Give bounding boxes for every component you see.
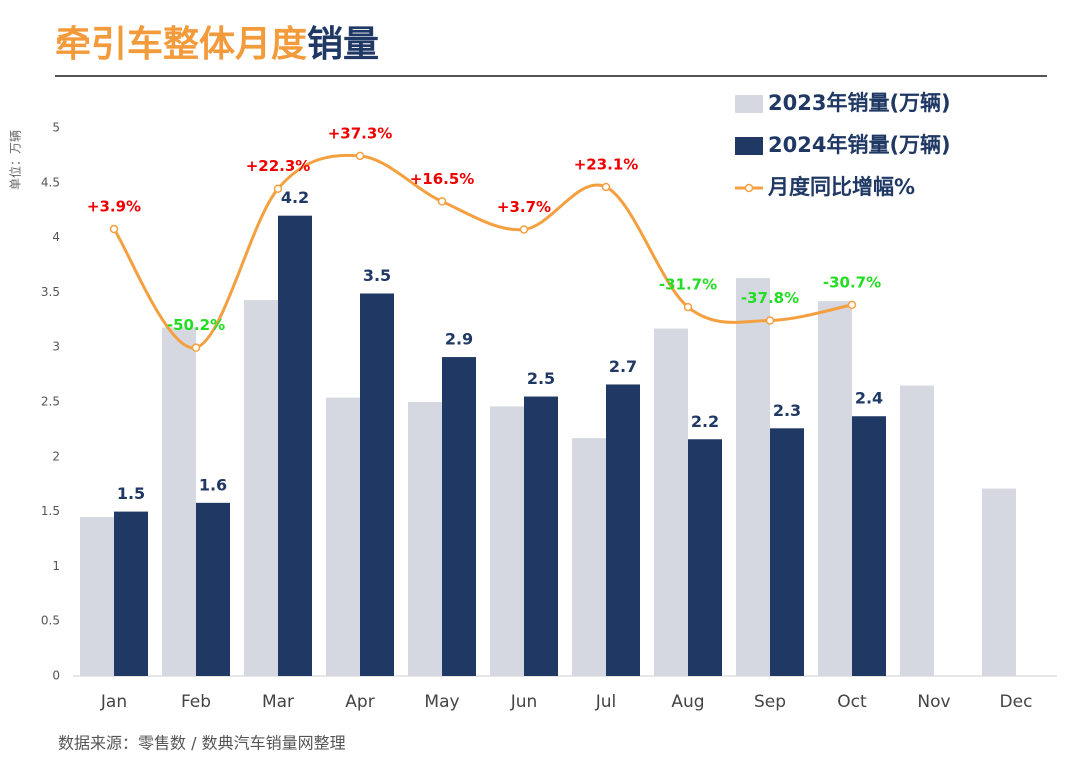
bar xyxy=(606,384,640,676)
x-tick-label: Feb xyxy=(181,692,211,712)
line-point xyxy=(765,316,775,325)
point-label: -37.8% xyxy=(741,289,799,307)
bar xyxy=(770,428,804,676)
x-tick-label: Nov xyxy=(917,692,950,712)
y-tick-label: 2.5 xyxy=(41,395,60,409)
legend-label: 2024年销量(万辆) xyxy=(768,133,951,157)
bar xyxy=(326,397,360,676)
value-label: 4.2 xyxy=(281,188,309,207)
point-label: +23.1% xyxy=(574,155,639,173)
point-label: -31.7% xyxy=(659,276,717,294)
x-tick-label: Oct xyxy=(837,692,867,712)
legend-swatch xyxy=(735,137,763,155)
legend-label: 月度同比增幅% xyxy=(767,175,915,199)
y-tick-label: 5 xyxy=(52,121,60,135)
x-tick-label: Mar xyxy=(262,692,294,712)
bar xyxy=(572,438,606,676)
bar xyxy=(442,357,476,676)
bar xyxy=(360,293,394,676)
bar xyxy=(196,502,230,676)
bar xyxy=(80,517,114,676)
bar xyxy=(818,301,852,676)
x-tick-label: May xyxy=(424,692,459,712)
y-tick-label: 1.5 xyxy=(41,504,60,518)
y-axis-label: 单位：万辆 xyxy=(8,130,23,190)
line-series xyxy=(112,153,853,350)
line-point xyxy=(191,343,201,352)
bar xyxy=(490,406,524,676)
line-point xyxy=(355,151,365,161)
bar xyxy=(114,511,148,676)
point-label: +37.3% xyxy=(328,124,393,142)
value-label: 2.3 xyxy=(773,401,801,420)
value-label: 2.4 xyxy=(855,389,883,408)
legend-label: 2023年销量(万辆) xyxy=(768,91,951,115)
x-tick-label: Sep xyxy=(754,692,786,712)
y-tick-label: 4.5 xyxy=(41,175,60,189)
y-tick-label: 0 xyxy=(52,669,60,683)
x-tick-label: Jan xyxy=(100,692,127,712)
x-tick-label: Aug xyxy=(671,692,704,712)
value-label: 1.6 xyxy=(199,475,227,494)
legend-swatch xyxy=(735,95,763,113)
point-label: -50.2% xyxy=(167,316,225,334)
legend-marker xyxy=(744,183,754,193)
value-label: 2.7 xyxy=(609,357,637,376)
line-point xyxy=(601,182,611,192)
line-point xyxy=(519,225,529,234)
line-point xyxy=(847,300,857,310)
bar xyxy=(278,215,312,676)
source-note: 数据来源：零售数 / 数典汽车销量网整理 xyxy=(58,734,346,753)
value-label: 2.9 xyxy=(445,330,473,349)
title-part: 销量 xyxy=(307,24,379,65)
point-label: +16.5% xyxy=(410,170,475,188)
chart-title: 牵引车整体月度销量 xyxy=(55,24,379,65)
y-tick-label: 3 xyxy=(52,340,60,354)
bar xyxy=(852,416,886,676)
x-tick-label: Dec xyxy=(1000,692,1033,712)
bar xyxy=(654,328,688,676)
value-label: 2.5 xyxy=(527,369,555,388)
line-point xyxy=(273,184,283,193)
y-tick-label: 2 xyxy=(52,449,60,463)
line-point xyxy=(109,224,119,234)
bar xyxy=(982,488,1016,676)
bar xyxy=(688,439,722,676)
point-label: -30.7% xyxy=(823,273,881,291)
y-tick-label: 4 xyxy=(52,230,60,244)
x-tick-label: Jun xyxy=(510,692,538,712)
title-part: 牵引车整体月度 xyxy=(55,24,307,65)
x-tick-label: Jul xyxy=(595,692,617,712)
line-point xyxy=(683,302,693,312)
bar xyxy=(524,396,558,676)
y-tick-label: 1 xyxy=(52,559,60,573)
value-label: 1.5 xyxy=(117,484,145,503)
point-label: +22.3% xyxy=(246,157,311,175)
bar xyxy=(408,402,442,676)
bar xyxy=(162,327,196,676)
point-label: +3.9% xyxy=(87,198,141,216)
y-tick-label: 0.5 xyxy=(41,614,60,628)
bar xyxy=(244,300,278,676)
point-label: +3.7% xyxy=(497,198,551,216)
bar xyxy=(736,278,770,676)
line-point xyxy=(437,197,447,206)
y-tick-label: 3.5 xyxy=(41,285,60,299)
value-label: 3.5 xyxy=(363,266,391,285)
bar xyxy=(900,385,934,676)
x-tick-label: Apr xyxy=(345,692,374,712)
value-label: 2.2 xyxy=(691,412,719,431)
